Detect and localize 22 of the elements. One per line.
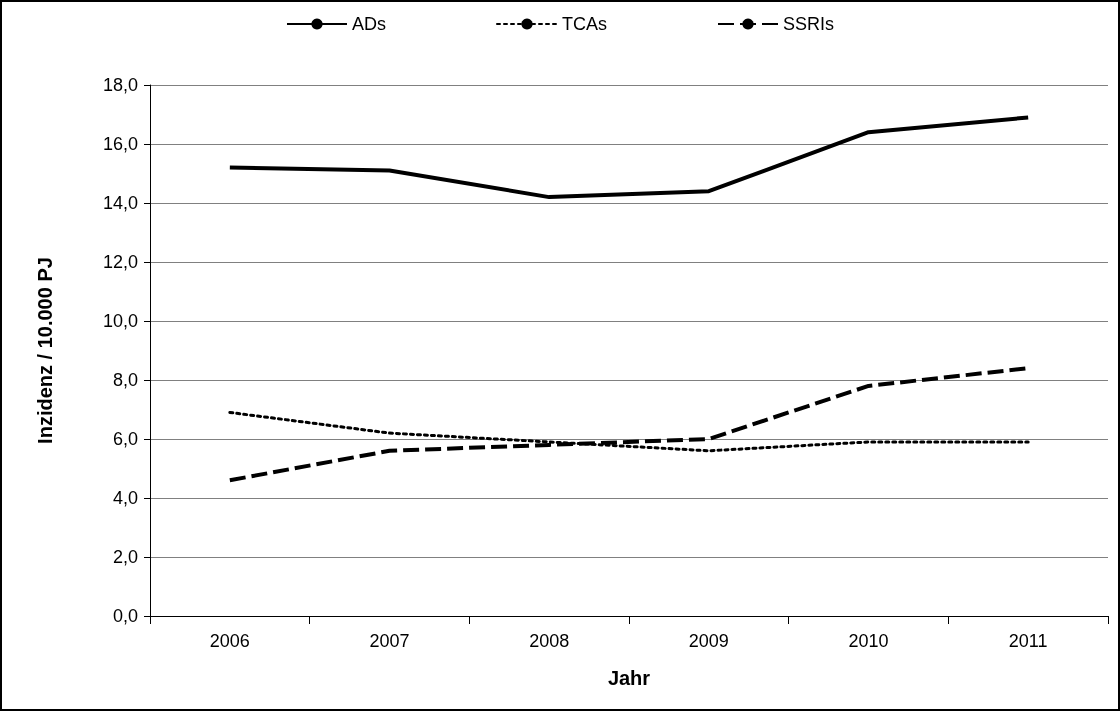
y-tick-label: 4,0 (112, 488, 138, 508)
legend-label: TCAs (562, 14, 607, 34)
y-tick-label: 14,0 (102, 193, 138, 213)
legend-label: SSRIs (783, 14, 835, 34)
y-tick-label: 16,0 (102, 134, 138, 154)
line-series (227, 115, 1031, 200)
y-tick-label: 8,0 (112, 370, 138, 390)
x-tick-label: 2009 (688, 631, 729, 651)
legend-label: ADs (351, 14, 387, 34)
y-tick-label: 18,0 (102, 75, 138, 95)
x-tick-label: 2011 (1008, 631, 1048, 651)
x-axis-title: Jahr (607, 667, 651, 689)
x-tick-label: 2007 (369, 631, 410, 651)
y-tick-label: 6,0 (112, 429, 138, 449)
y-tick-label: 0,0 (112, 606, 138, 626)
y-tick-label: 2,0 (112, 547, 138, 567)
x-tick-label: 2006 (209, 631, 250, 651)
x-tick-label: 2008 (529, 631, 570, 651)
y-tick-label: 10,0 (102, 311, 138, 331)
x-tick-label: 2010 (848, 631, 889, 651)
y-tick-label: 12,0 (102, 252, 138, 272)
y-axis-title: Inzidenz / 10.000 PJ (34, 257, 56, 444)
